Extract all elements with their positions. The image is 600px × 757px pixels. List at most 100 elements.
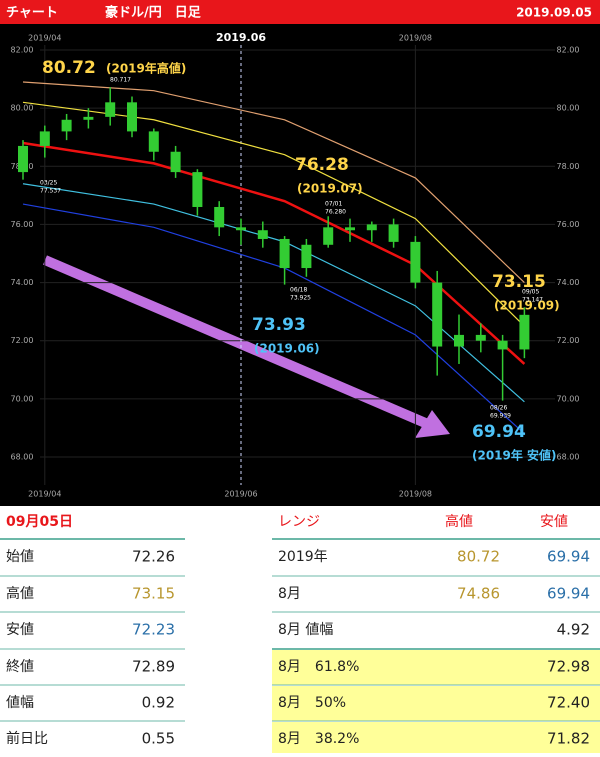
y-tick-label-left: 76.00 xyxy=(11,220,34,229)
y-tick-label-right: 74.00 xyxy=(557,278,580,287)
chart-bg xyxy=(0,24,600,506)
point-label: 73.925 xyxy=(290,295,311,302)
point-label: 06/18 xyxy=(290,287,307,294)
day-label: 始値 xyxy=(6,549,34,565)
point-label: 07/01 xyxy=(325,201,342,208)
candle-body xyxy=(105,102,116,117)
day-label: 終値 xyxy=(6,659,34,675)
point-label: 69.939 xyxy=(490,413,511,420)
candle-body xyxy=(192,172,203,207)
candle-body xyxy=(257,230,268,239)
candle-body xyxy=(214,206,225,228)
point-label: 73.147 xyxy=(522,297,543,304)
range-low: 4.92 xyxy=(557,621,590,639)
y-tick-label-right: 72.00 xyxy=(557,336,580,345)
candle-body xyxy=(18,145,28,173)
x-tick-label-bottom: 2019/08 xyxy=(399,490,432,499)
point-label: 09/05 xyxy=(522,289,539,296)
candle-body xyxy=(323,227,334,245)
range-label: 8月 61.8% xyxy=(278,659,359,675)
header-date: 2019.09.05 xyxy=(516,6,592,20)
annotation-value: 73.15 xyxy=(492,272,546,292)
candle-body xyxy=(497,340,508,350)
candle-body xyxy=(301,244,312,269)
y-tick-label-right: 76.00 xyxy=(557,220,580,229)
annotation-value: 69.94 xyxy=(472,422,526,442)
range-low: 69.94 xyxy=(547,548,590,566)
candle-body xyxy=(83,116,94,120)
x-tick-label-top: 2019/04 xyxy=(28,34,61,43)
candle-body xyxy=(236,227,246,231)
day-label: 前日比 xyxy=(6,730,48,747)
day-table-title: 09月05日 xyxy=(6,514,73,530)
header-pair: 豪ドル/円 日足 xyxy=(105,5,202,21)
annotation-note: (2019.09) xyxy=(494,299,560,313)
point-label: 03/25 xyxy=(40,180,57,187)
header-left: チャート xyxy=(6,6,58,21)
y-tick-label-left: 72.00 xyxy=(11,336,34,345)
y-tick-label-right: 68.00 xyxy=(557,453,580,462)
candle-body xyxy=(475,334,486,341)
range-low: 69.94 xyxy=(547,585,590,603)
y-tick-label-left: 68.00 xyxy=(11,453,34,462)
candle-body xyxy=(432,282,443,347)
header-bar xyxy=(0,0,600,24)
candle-body xyxy=(170,151,181,173)
annotation-note: (2019.07) xyxy=(297,182,363,196)
day-label: 安値 xyxy=(6,622,34,638)
candle-body xyxy=(279,238,290,269)
x-tick-label-top: 2019/08 xyxy=(399,34,432,43)
range-label: 8月 値幅 xyxy=(278,622,333,638)
annotation-value: 76.28 xyxy=(295,155,349,175)
candle-body xyxy=(366,224,377,231)
range-header: レンジ xyxy=(278,514,320,530)
candle-body xyxy=(388,224,399,242)
highlight-row xyxy=(272,722,600,757)
annotation-value: 80.72 xyxy=(42,58,96,78)
day-value: 72.23 xyxy=(132,621,175,639)
y-tick-label-right: 82.00 xyxy=(557,46,580,55)
x-tick-label-bottom: 2019/06 xyxy=(224,490,257,499)
trend-arrow xyxy=(43,255,432,430)
y-tick-label-left: 80.00 xyxy=(11,104,34,113)
range-low: 72.40 xyxy=(547,694,590,712)
range-high: 74.86 xyxy=(457,585,500,603)
range-high: 80.72 xyxy=(457,548,500,566)
day-label: 高値 xyxy=(6,585,34,602)
point-label: 76.280 xyxy=(325,209,346,216)
point-label: 08/26 xyxy=(490,405,507,412)
day-label: 値幅 xyxy=(6,695,34,711)
y-tick-label-left: 70.00 xyxy=(11,394,34,403)
y-tick-label-left: 82.00 xyxy=(11,46,34,55)
annotation-note: (2019.06) xyxy=(254,342,320,356)
annotation-note: (2019年高値) xyxy=(106,61,186,76)
annotation-value: 73.93 xyxy=(252,315,306,335)
highlight-row xyxy=(272,650,600,685)
candle-body xyxy=(454,334,464,347)
arrow-head xyxy=(415,410,450,438)
highlight-row xyxy=(272,686,600,721)
day-value: 72.26 xyxy=(132,548,175,566)
range-low: 71.82 xyxy=(547,730,590,748)
candle-body xyxy=(345,227,355,231)
day-value: 73.15 xyxy=(132,585,175,603)
point-label: 80.717 xyxy=(110,77,131,84)
day-value: 0.55 xyxy=(142,730,175,748)
candle-body xyxy=(61,119,72,132)
range-label: 2019年 xyxy=(278,549,328,565)
y-tick-label-right: 78.00 xyxy=(557,162,580,171)
range-label: 8月 50% xyxy=(278,695,346,711)
y-tick-label-right: 70.00 xyxy=(557,394,580,403)
range-label: 8月 xyxy=(278,586,301,602)
range-label: 8月 38.2% xyxy=(278,731,359,747)
candle-body xyxy=(410,241,421,283)
x-tick-label-bottom: 2019/04 xyxy=(28,490,61,499)
day-value: 0.92 xyxy=(142,694,175,712)
range-header: 高値 xyxy=(445,513,473,530)
annotation-note: (2019年 安値) xyxy=(472,448,557,463)
y-tick-label-right: 80.00 xyxy=(557,104,580,113)
point-label: 77.537 xyxy=(40,188,61,195)
band-line xyxy=(22,141,526,365)
